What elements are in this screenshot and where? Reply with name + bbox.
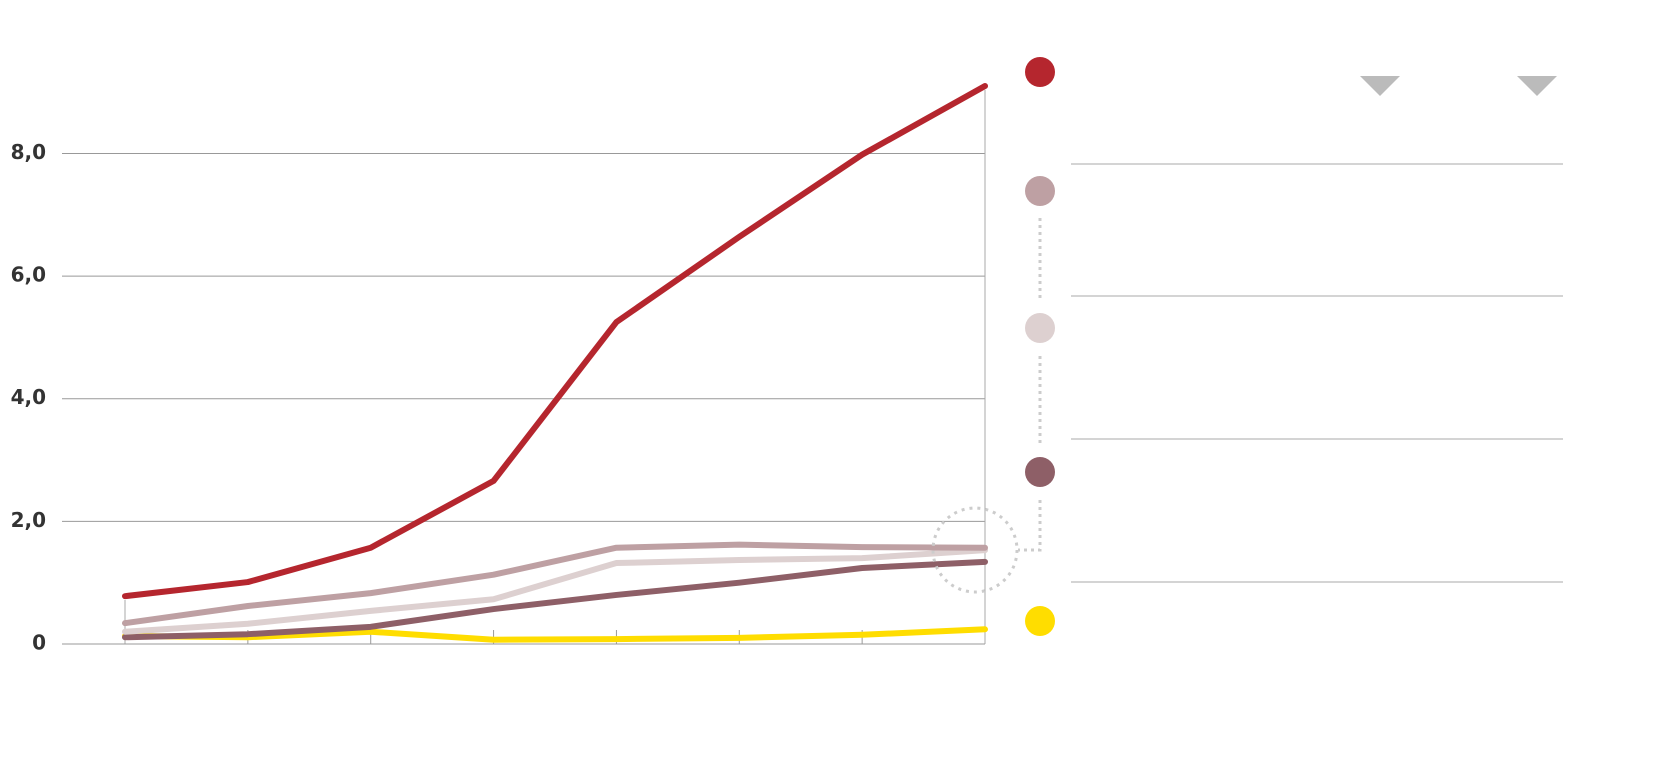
legend-marker: [1025, 176, 1055, 206]
y-tick-label: 4,0: [11, 385, 46, 409]
y-tick-label: 2,0: [11, 508, 46, 532]
legend-marker: [1025, 313, 1055, 343]
y-tick-label: 0: [32, 631, 46, 655]
legend: [1025, 57, 1055, 636]
lines: [122, 83, 988, 643]
grid: 0 2,0 4,0 6,0 8,0: [11, 140, 985, 655]
series-line: [122, 547, 988, 635]
legend-marker: [1025, 457, 1055, 487]
dropdown-toggle[interactable]: [1360, 76, 1400, 96]
series-line: [122, 558, 988, 641]
y-tick-label: 8,0: [11, 140, 46, 164]
series-line: [122, 626, 988, 643]
connector: [1018, 500, 1042, 552]
legend-marker: [1025, 606, 1055, 636]
series-line: [122, 83, 988, 600]
legend-marker: [1025, 57, 1055, 87]
highlight-ring: [931, 506, 1019, 594]
dropdown-toggle[interactable]: [1517, 76, 1557, 96]
series-line: [122, 541, 988, 627]
y-tick-label: 6,0: [11, 263, 46, 287]
